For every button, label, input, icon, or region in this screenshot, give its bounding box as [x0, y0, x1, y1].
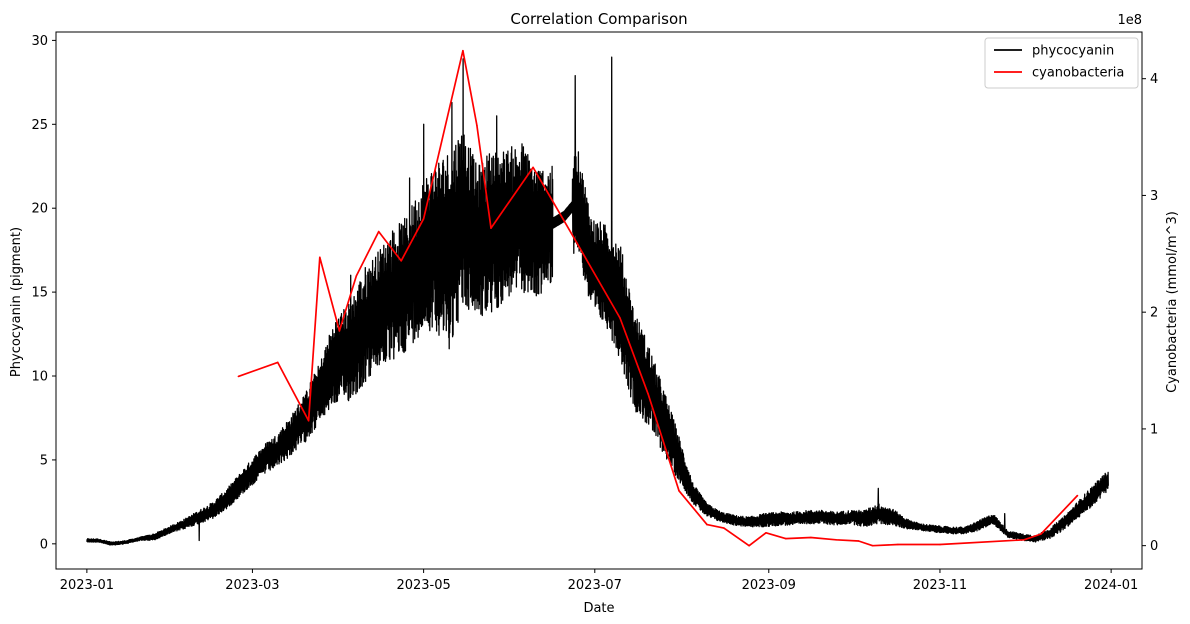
cyanobacteria-point [532, 166, 534, 169]
plot-frame [55, 31, 1143, 570]
cyanobacteria-point [748, 544, 750, 547]
right-y-tick-label: 4 [1150, 72, 1158, 87]
cyanobacteria-point [619, 317, 621, 319]
cyanobacteria-point [355, 275, 358, 277]
cyanobacteria-point [237, 375, 240, 378]
cyanobacteria-point [871, 544, 874, 547]
cyanobacteria-point [765, 532, 767, 534]
cyanobacteria-point [939, 543, 941, 546]
x-axis: 2023-01 2023-03 2023-05 2023-07 2023-09 2023-… [60, 569, 1138, 593]
x-tick-label: 2023-11 [913, 578, 967, 593]
phycocyanin-series [86, 56, 1109, 546]
x-tick-label: 2024-01 [1084, 578, 1138, 593]
cyanobacteria-point [574, 239, 576, 241]
left-y-tick-label: 25 [31, 118, 48, 133]
right-y-tick-label: 1 [1150, 422, 1158, 437]
x-tick-label: 2023-03 [225, 578, 279, 593]
cyanobacteria-point [784, 537, 787, 540]
cyanobacteria-point [1076, 494, 1079, 497]
cyanobacteria-point [462, 49, 464, 52]
legend-label-cyanobacteria: cyanobacteria [1032, 66, 1124, 81]
phycocyanin-line [86, 56, 1109, 546]
cyanobacteria-point [857, 540, 860, 542]
cyanobacteria-point [338, 330, 341, 332]
cyanobacteria-point [307, 419, 310, 422]
right-y-tick-label: 2 [1150, 306, 1158, 321]
cyanobacteria-point [276, 361, 279, 364]
x-tick-label: 2023-01 [60, 578, 114, 593]
left-y-tick-label: 0 [40, 537, 48, 552]
right-y-axis: 0 1 2 3 4 [1142, 72, 1158, 554]
right-y-tick-label: 3 [1150, 189, 1158, 204]
x-axis-label: Date [583, 601, 614, 616]
left-y-axis: 0 5 10 15 20 25 30 [31, 34, 56, 552]
left-y-tick-label: 5 [40, 453, 48, 468]
cyanobacteria-point [422, 218, 425, 220]
legend-box [984, 37, 1139, 89]
legend: phycocyanin cyanobacteria [984, 37, 1139, 89]
cyanobacteria-point [377, 230, 380, 233]
cyanobacteria-point [723, 527, 725, 529]
cyanobacteria-point [1023, 539, 1025, 541]
left-y-tick-label: 15 [31, 286, 48, 301]
x-tick-label: 2023-07 [568, 578, 622, 593]
cyanobacteria-point [490, 227, 492, 229]
left-y-tick-label: 20 [31, 202, 48, 217]
cyanobacteria-point [706, 523, 708, 526]
left-y-axis-label: Phycocyanin (pigment) [9, 227, 24, 377]
cyanobacteria-point [835, 539, 837, 541]
cyanobacteria-point [647, 393, 649, 395]
cyanobacteria-point [400, 260, 403, 262]
x-tick-label: 2023-05 [396, 578, 450, 593]
cyanobacteria-point [1040, 533, 1042, 535]
right-y-axis-label: Cyanobacteria (mmol/m^3) [1165, 211, 1180, 393]
right-axis-offset: 1e8 [1117, 13, 1142, 28]
cyanobacteria-point [476, 124, 478, 127]
cyanobacteria-point [897, 543, 899, 546]
cyanobacteria-series [237, 49, 1079, 547]
cyanobacteria-point [810, 536, 812, 539]
legend-label-phycocyanin: phycocyanin [1032, 44, 1114, 59]
left-y-tick-label: 30 [31, 34, 48, 49]
cyanobacteria-point [319, 256, 321, 259]
right-y-tick-label: 0 [1150, 539, 1158, 554]
chart-title: Correlation Comparison [510, 10, 687, 28]
x-tick-label: 2023-09 [742, 578, 796, 593]
left-y-tick-label: 10 [31, 370, 48, 385]
cyanobacteria-point [678, 490, 680, 492]
